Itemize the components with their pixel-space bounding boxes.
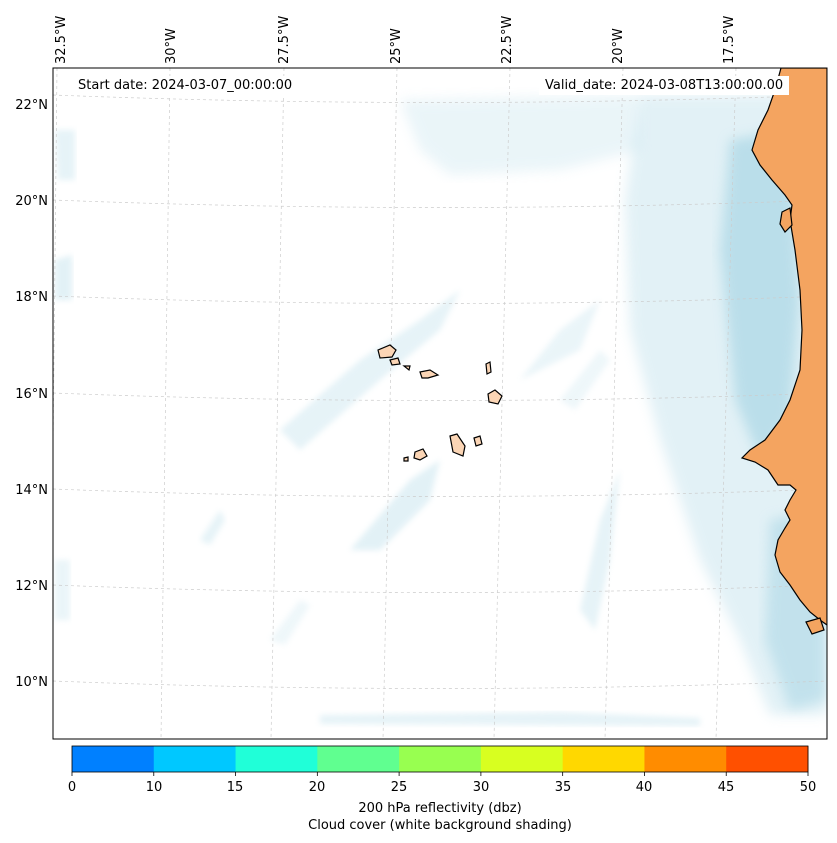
island-santa-luzia [402,365,411,372]
colorbar-tick-label: 15 [226,780,244,795]
lat-label-18n: 18°N [15,290,48,305]
map-frame [52,67,828,740]
colorbar-tick-label: 25 [390,780,408,795]
colorbar-tick-label: 35 [554,780,572,795]
island-sal [485,361,492,375]
colorbar-tick-marks [71,772,809,776]
colorbar-segment [562,746,645,772]
colorbar-tick-label: 50 [799,780,817,795]
lon-label-30w: 30°W [164,28,179,64]
island-boa-vista [487,389,503,405]
colorbar-tick-label: 30 [472,780,490,795]
lat-label-20n: 20°N [15,194,48,209]
island-santiago [449,433,466,457]
lat-label-10n: 10°N [15,675,48,690]
lon-label-22-5w: 22.5°W [500,15,515,64]
colorbar-segment [235,746,318,772]
colorbar-tick-label: 0 [67,780,77,795]
colorbar-sublabel: Cloud cover (white background shading) [308,818,572,833]
colorbar-label: 200 hPa reflectivity (dbz) [358,801,522,816]
coastal-island [805,617,825,635]
cape-verde-islands [377,344,503,462]
lon-label-20w: 20°W [611,28,626,64]
colorbar [72,746,809,772]
graticule [53,68,827,739]
colorbar-tick-label: 40 [635,780,653,795]
colorbar-segment [317,746,400,772]
colorbar-segment [153,746,237,772]
island-maio [473,435,483,447]
lat-label-16n: 16°N [15,387,48,402]
colorbar-segment [72,746,155,772]
colorbar-tick-label: 45 [717,780,735,795]
island-fogo [413,448,428,461]
island-brava [403,456,409,462]
colorbar-segment [644,746,727,772]
island-santo-antao [377,344,397,359]
lat-label-22n: 22°N [15,98,48,113]
lon-label-17-5w: 17.5°W [722,15,737,64]
africa-coastline [740,68,827,626]
colorbar-segment [399,746,482,772]
colorbar-segment [480,746,564,772]
lon-label-25w: 25°W [389,28,404,64]
lat-label-14n: 14°N [15,483,48,498]
lat-label-12n: 12°N [15,579,48,594]
island-sao-nicolau [419,369,440,379]
valid-date-label: Valid_date: 2024-03-08T13:00:00.00 [539,76,790,95]
start-date-label: Start date: 2024-03-07_00:00:00 [72,76,299,95]
island-sao-vicente [389,357,401,366]
colorbar-tick-label: 20 [308,780,326,795]
colorbar-segment [726,746,809,772]
lon-label-27-5w: 27.5°W [277,15,292,64]
coastal-inlet [779,207,793,233]
colorbar-tick-label: 10 [145,780,163,795]
colorbar-frame [71,745,809,773]
lon-label-32-5w: 32.5°W [54,15,69,64]
